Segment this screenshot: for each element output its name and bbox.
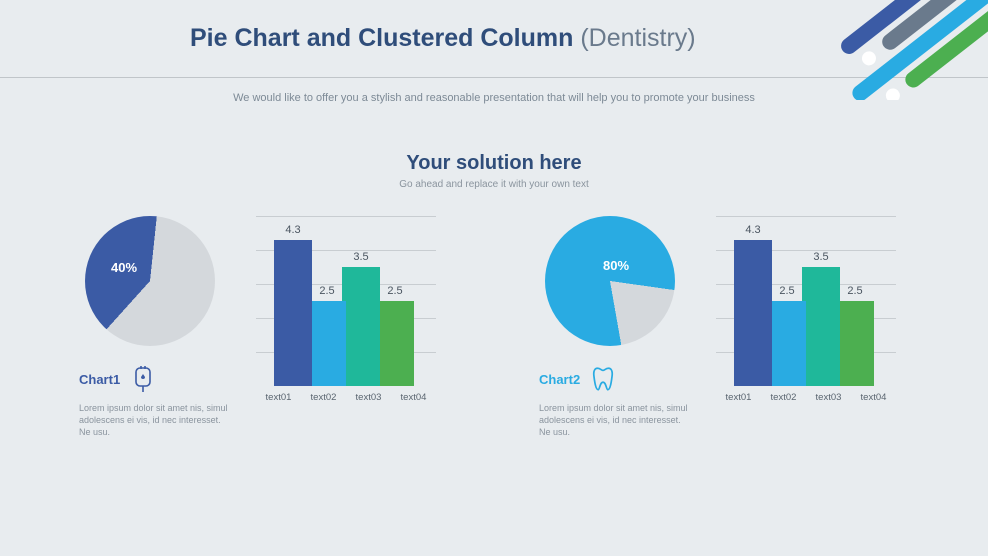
panel-1: 40% Chart1 Lorem ipsum dolor sit amet nis… [79, 216, 449, 438]
pie-percent-label: 40% [111, 260, 137, 275]
header-decoration [748, 0, 988, 100]
x-axis-label: text01 [716, 392, 761, 403]
bar-value-label: 2.5 [768, 285, 806, 297]
title-main: Pie Chart and Clustered Column [190, 24, 573, 52]
x-axis-label: text03 [806, 392, 851, 403]
x-axis-label: text03 [346, 392, 391, 403]
bar: 2.5 [376, 301, 414, 386]
bar-value-label: 4.3 [274, 224, 312, 236]
chart-name: Chart1 [79, 372, 120, 387]
bar-value-label: 3.5 [342, 251, 380, 263]
panel-2: 80% Chart2 Lorem ipsum dolor sit amet nis… [539, 216, 909, 438]
pie-chart: 80% [545, 216, 675, 346]
tooth-icon [590, 364, 616, 394]
bar: 3.5 [342, 267, 380, 386]
bar-value-label: 4.3 [734, 224, 772, 236]
bar: 4.3 [274, 240, 312, 386]
x-axis-label: text01 [256, 392, 301, 403]
bar: 2.5 [836, 301, 874, 386]
solution-title: Your solution here [0, 152, 988, 175]
chart-description: Lorem ipsum dolor sit amet nis, simul ad… [539, 402, 689, 438]
x-axis-label: text02 [761, 392, 806, 403]
bar: 2.5 [308, 301, 346, 386]
subtitle: We would like to offer you a stylish and… [0, 92, 988, 104]
chart-name: Chart2 [539, 372, 580, 387]
solution-sub: Go ahead and replace it with your own te… [0, 179, 988, 190]
bar: 2.5 [768, 301, 806, 386]
title-sub: (Dentistry) [573, 24, 695, 52]
gridline [716, 216, 896, 217]
header: Pie Chart and Clustered Column (Dentistr… [0, 0, 988, 78]
page-title: Pie Chart and Clustered Column (Dentistr… [190, 24, 696, 53]
bar-value-label: 2.5 [836, 285, 874, 297]
gridline [256, 216, 436, 217]
panels-container: 40% Chart1 Lorem ipsum dolor sit amet nis… [0, 216, 988, 438]
bar-value-label: 3.5 [802, 251, 840, 263]
pie-percent-label: 80% [603, 258, 629, 273]
bar-chart: 4.32.53.52.5 [716, 216, 896, 386]
bar-chart: 4.32.53.52.5 [256, 216, 436, 386]
pie-chart: 40% [85, 216, 215, 346]
bar: 4.3 [734, 240, 772, 386]
bar: 3.5 [802, 267, 840, 386]
x-axis-label: text02 [301, 392, 346, 403]
x-axis-label: text04 [391, 392, 436, 403]
iv-bag-icon [130, 364, 156, 394]
bar-value-label: 2.5 [376, 285, 414, 297]
chart-description: Lorem ipsum dolor sit amet nis, simul ad… [79, 402, 229, 438]
x-axis-label: text04 [851, 392, 896, 403]
bar-value-label: 2.5 [308, 285, 346, 297]
